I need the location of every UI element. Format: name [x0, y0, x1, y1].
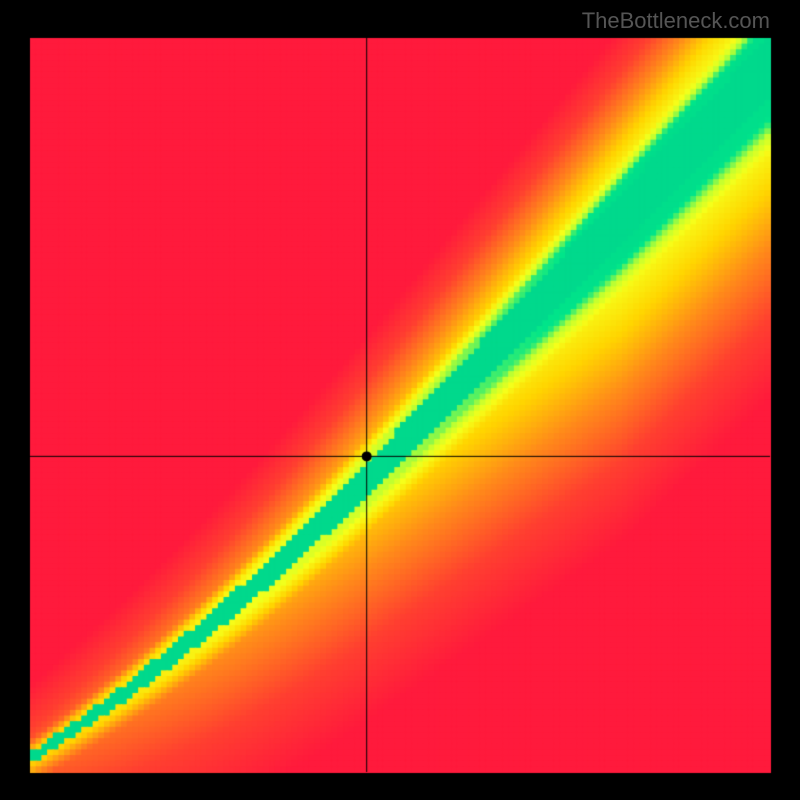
chart-container: TheBottleneck.com — [0, 0, 800, 800]
watermark-text: TheBottleneck.com — [582, 8, 770, 34]
bottleneck-heatmap — [0, 0, 800, 800]
